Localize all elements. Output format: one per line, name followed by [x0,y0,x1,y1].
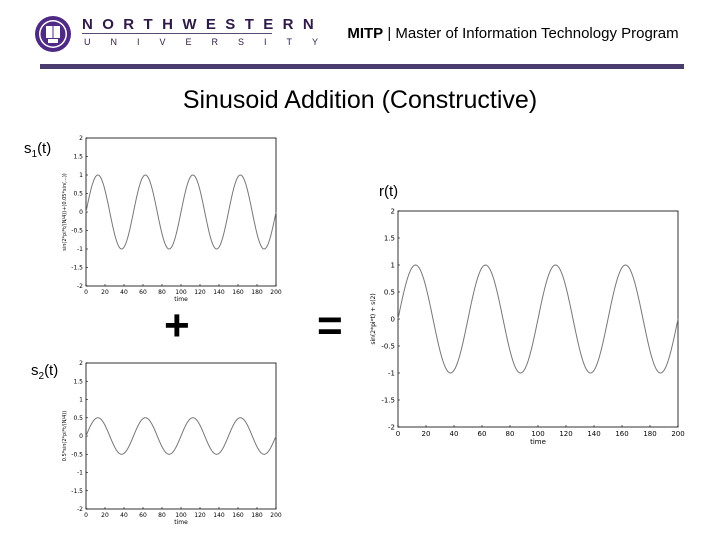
x-tick-label: 180 [251,289,263,296]
y-tick-label: -0.5 [71,228,83,235]
label-s1: s1(t) [24,140,51,160]
x-tick-label: 100 [175,512,187,519]
label-s1-sub: 1 [31,149,38,160]
x-tick-label: 80 [506,430,515,438]
x-tick-label: 180 [251,512,263,519]
plus-operator: + [164,301,190,350]
x-axis-label: time [174,296,188,303]
y-tick-label: 0.5 [73,415,83,422]
x-tick-label: 40 [120,289,128,296]
y-tick-label: -1.5 [381,396,395,404]
y-tick-label: 0 [79,209,83,216]
program-acronym: MITP [347,25,384,42]
y-tick-label: -0.5 [381,342,395,350]
x-tick-label: 80 [158,289,166,296]
label-s2-arg: (t) [44,362,59,379]
x-tick-label: 120 [559,430,572,438]
series-line-s1 [85,174,277,250]
y-tick-label: 2 [391,207,395,215]
y-tick-label: 1 [79,397,83,404]
x-tick-label: 180 [643,430,656,438]
x-tick-label: 60 [139,512,147,519]
x-tick-label: 140 [213,289,225,296]
y-tick-label: 0 [391,315,395,323]
y-tick-label: -2 [388,423,395,431]
x-tick-label: 20 [422,430,431,438]
logo-wordmark: NORTHWESTERN [82,16,324,33]
x-tick-label: 120 [194,289,206,296]
y-tick-label: 1 [391,261,395,269]
y-axis-label: sin(2*pi*t) + s(2) [370,293,377,344]
x-tick-label: 200 [270,512,282,519]
logo-divider [82,33,272,34]
y-tick-label: 1.5 [384,234,395,242]
x-tick-label: 200 [671,430,684,438]
x-tick-label: 0 [84,512,88,519]
x-axis-label: time [174,519,188,526]
university-seal-icon [35,16,71,52]
x-tick-label: 200 [270,289,282,296]
x-tick-label: 20 [101,512,109,519]
x-tick-label: 100 [175,289,187,296]
series-line-s2 [85,417,277,455]
y-tick-label: -1.5 [71,265,83,272]
x-tick-label: 140 [213,512,225,519]
header-divider [40,64,684,69]
slide-title: Sinusoid Addition (Constructive) [182,86,538,114]
plot-s2: 0 20 40 60 80 100 120 140 160 180 200-2-1.5-1-0.50… [62,360,282,526]
logo-subtitle: UNIVERSITY [84,37,339,47]
y-tick-label: -1 [388,369,395,377]
label-s2-base: s [31,362,39,379]
y-tick-label: -1.5 [71,488,83,495]
label-r: r(t) [379,183,399,200]
y-tick-label: 0.5 [73,191,83,198]
label-s2: s2(t) [31,362,58,382]
x-tick-label: 80 [158,512,166,519]
y-tick-label: 1 [79,172,83,179]
x-tick-label: 60 [478,430,487,438]
x-tick-label: 40 [450,430,459,438]
y-tick-label: -0.5 [71,451,83,458]
series-line-r [397,264,679,374]
y-tick-label: 2 [79,360,83,367]
y-axis-label: 0.5*sin(2*pi*t/(N/4)) [62,411,68,461]
y-tick-label: 1.5 [73,378,83,385]
y-axis-label: sin(2*pi*t/(N/4))+(0.05*sin(...)) [62,173,68,251]
program-title: MITP | Master of Information Technology … [343,24,683,44]
label-s1-arg: (t) [37,140,52,157]
x-tick-label: 100 [531,430,544,438]
y-tick-label: -1 [77,246,83,253]
y-tick-label: 1.5 [73,154,83,161]
x-tick-label: 140 [587,430,600,438]
x-axis-label: time [530,438,546,446]
label-s2-sub: 2 [38,371,45,382]
x-tick-label: 160 [615,430,628,438]
x-tick-label: 0 [396,430,400,438]
y-tick-label: 2 [79,135,83,142]
y-tick-label: 0 [79,433,83,440]
x-tick-label: 20 [101,289,109,296]
equals-operator: = [317,301,343,350]
x-tick-label: 60 [139,289,147,296]
y-tick-label: -2 [77,283,83,290]
x-tick-label: 160 [232,512,244,519]
plot-s1: 0 20 40 60 80 100 120 140 160 180 200-2-1.5-1-0.50… [62,135,282,303]
x-tick-label: 0 [84,289,88,296]
x-tick-label: 120 [194,512,206,519]
y-tick-label: -1 [77,470,83,477]
plot-r: 0 20 40 60 80 100 120 140 160 180 200-2-1.5-1-0.50… [370,207,685,446]
x-tick-label: 160 [232,289,244,296]
y-tick-label: 0.5 [384,288,395,296]
program-name: | Master of Information Technology Progr… [383,25,679,42]
y-tick-label: -2 [77,506,83,513]
label-s1-base: s [24,140,32,157]
x-tick-label: 40 [120,512,128,519]
